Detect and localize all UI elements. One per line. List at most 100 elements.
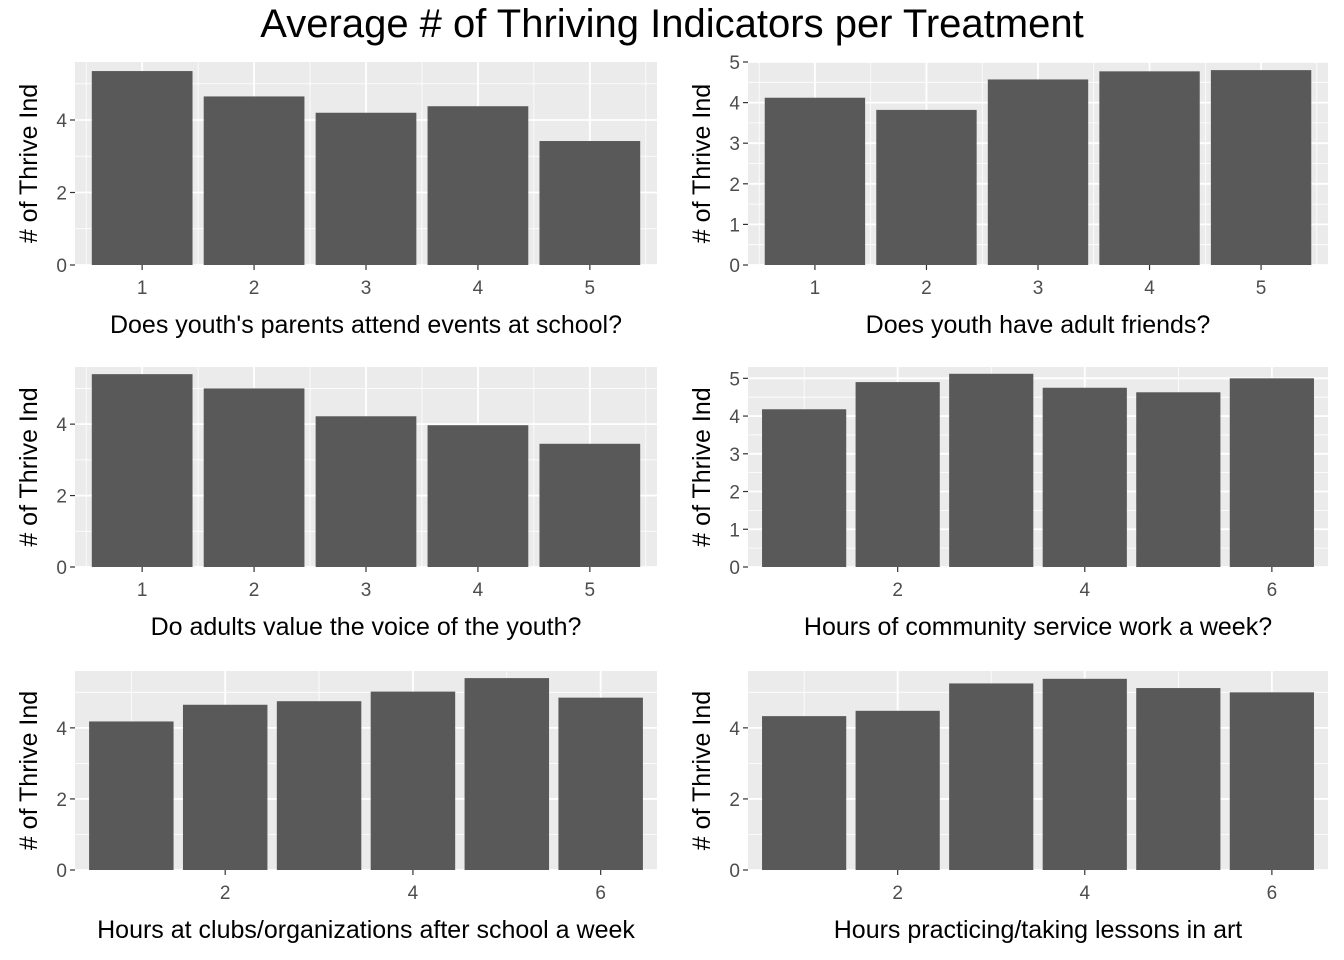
- chart-panel-3: 0 2 4 1 2 3 4 5Do adults value the voice of the…: [15, 367, 657, 641]
- bar: [1229, 692, 1314, 870]
- x-axis-title: Does youth's parents attend events at sc…: [110, 311, 622, 339]
- bar: [91, 374, 193, 567]
- x-tick-label: 4: [408, 883, 419, 904]
- chart-panel-2: 0 1 2 3 4 5 1 2 3 4 5 Does youth have adult friends…: [688, 53, 1328, 339]
- bar: [182, 704, 268, 870]
- x-tick-label: 5: [585, 278, 596, 299]
- bar: [89, 721, 174, 870]
- bar: [949, 373, 1034, 567]
- y-tick-label: 4: [729, 407, 740, 428]
- x-tick-label: 2: [892, 580, 903, 601]
- y-axis-title: # of Thrive Ind: [15, 691, 43, 850]
- x-tick-label: 2: [249, 580, 260, 601]
- x-tick-label: 3: [361, 580, 372, 601]
- bar: [539, 443, 641, 567]
- x-tick-label: 1: [137, 278, 148, 299]
- x-tick-label: 5: [585, 580, 596, 601]
- x-tick-label: 3: [361, 278, 372, 299]
- bar: [1042, 387, 1127, 567]
- y-tick-label: 2: [729, 790, 740, 811]
- y-tick-label: 0: [56, 558, 67, 579]
- bar: [91, 71, 193, 265]
- x-axis-title: Hours practicing/taking lessons in art: [834, 916, 1243, 944]
- y-tick-label: 0: [56, 861, 67, 882]
- bar: [427, 106, 529, 265]
- bar: [764, 97, 866, 265]
- bar: [276, 701, 362, 870]
- y-tick-label: 2: [56, 790, 67, 811]
- x-tick-label: 6: [1267, 883, 1278, 904]
- x-tick-label: 2: [892, 883, 903, 904]
- y-tick-label: 4: [56, 415, 67, 436]
- y-axis-title: # of Thrive Ind: [688, 691, 716, 850]
- y-axis-title: # of Thrive Ind: [15, 84, 43, 243]
- y-tick-label: 4: [729, 94, 740, 115]
- x-tick-label: 1: [137, 580, 148, 601]
- y-axis-title: # of Thrive Ind: [15, 387, 43, 546]
- y-tick-label: 0: [56, 256, 67, 277]
- bar: [1099, 71, 1200, 265]
- y-tick-label: 0: [729, 558, 740, 579]
- bar: [427, 425, 529, 567]
- bar: [855, 382, 940, 567]
- y-axis-title: # of Thrive Ind: [688, 84, 716, 243]
- bar: [855, 710, 940, 870]
- x-tick-label: 4: [1144, 278, 1155, 299]
- bar: [876, 109, 977, 266]
- bar: [315, 112, 417, 265]
- bar: [762, 409, 847, 567]
- y-tick-label: 5: [729, 53, 740, 74]
- x-tick-label: 4: [473, 580, 484, 601]
- x-tick-label: 6: [1267, 580, 1278, 601]
- x-axis-title: Do adults value the voice of the youth?: [151, 613, 582, 641]
- bar: [987, 79, 1089, 265]
- bar: [949, 683, 1034, 870]
- x-axis-title: Hours of community service work a week?: [804, 613, 1272, 641]
- y-tick-label: 3: [729, 134, 740, 155]
- bar: [370, 691, 456, 870]
- chart-panel-6: 0 2 4 2 4 6 Hours practicing/taking lessons in…: [688, 671, 1328, 944]
- bar: [1136, 392, 1221, 567]
- y-tick-label: 2: [56, 487, 67, 508]
- y-tick-label: 4: [729, 719, 740, 740]
- x-axis-title: Does youth have adult friends?: [866, 311, 1211, 339]
- y-tick-label: 0: [729, 861, 740, 882]
- y-tick-label: 1: [729, 215, 740, 236]
- y-tick-label: 2: [729, 175, 740, 196]
- x-axis-title: Hours at clubs/organizations after schoo…: [97, 916, 635, 944]
- chart-title: Average # of Thriving Indicators per Tre…: [260, 2, 1084, 46]
- bar: [203, 96, 305, 265]
- y-tick-label: 5: [729, 369, 740, 390]
- x-tick-label: 2: [921, 278, 932, 299]
- bar: [203, 388, 305, 567]
- x-tick-label: 1: [810, 278, 821, 299]
- chart-panel-1: 0 2 4 1 2 3 4 5 Does youth's parents attend even…: [15, 62, 657, 339]
- y-tick-label: 4: [56, 719, 67, 740]
- chart-panel-5: 0 2 4 2 4 6 Hours at clubs/organizations after…: [15, 671, 657, 944]
- bar: [558, 697, 643, 870]
- bar: [1210, 70, 1312, 266]
- bar: [1136, 688, 1221, 870]
- y-tick-label: 4: [56, 111, 67, 132]
- x-tick-label: 4: [1079, 580, 1090, 601]
- chart-panel-4: 0 1 2 3 4 5 2 4 6 Hours of community service work…: [688, 367, 1328, 641]
- bar: [762, 716, 847, 870]
- y-tick-label: 1: [729, 520, 740, 541]
- bar: [539, 141, 641, 265]
- bar: [1229, 378, 1314, 567]
- bar: [464, 678, 550, 870]
- y-axis-title: # of Thrive Ind: [688, 387, 716, 546]
- x-tick-label: 4: [1079, 883, 1090, 904]
- x-tick-label: 5: [1256, 278, 1267, 299]
- x-tick-label: 2: [220, 883, 231, 904]
- x-tick-label: 2: [249, 278, 260, 299]
- y-tick-label: 0: [729, 256, 740, 277]
- y-tick-label: 2: [56, 184, 67, 205]
- y-tick-label: 3: [729, 445, 740, 466]
- bar: [315, 416, 417, 567]
- x-tick-label: 6: [595, 883, 606, 904]
- x-tick-label: 4: [473, 278, 484, 299]
- y-tick-label: 2: [729, 483, 740, 504]
- bar: [1042, 678, 1127, 870]
